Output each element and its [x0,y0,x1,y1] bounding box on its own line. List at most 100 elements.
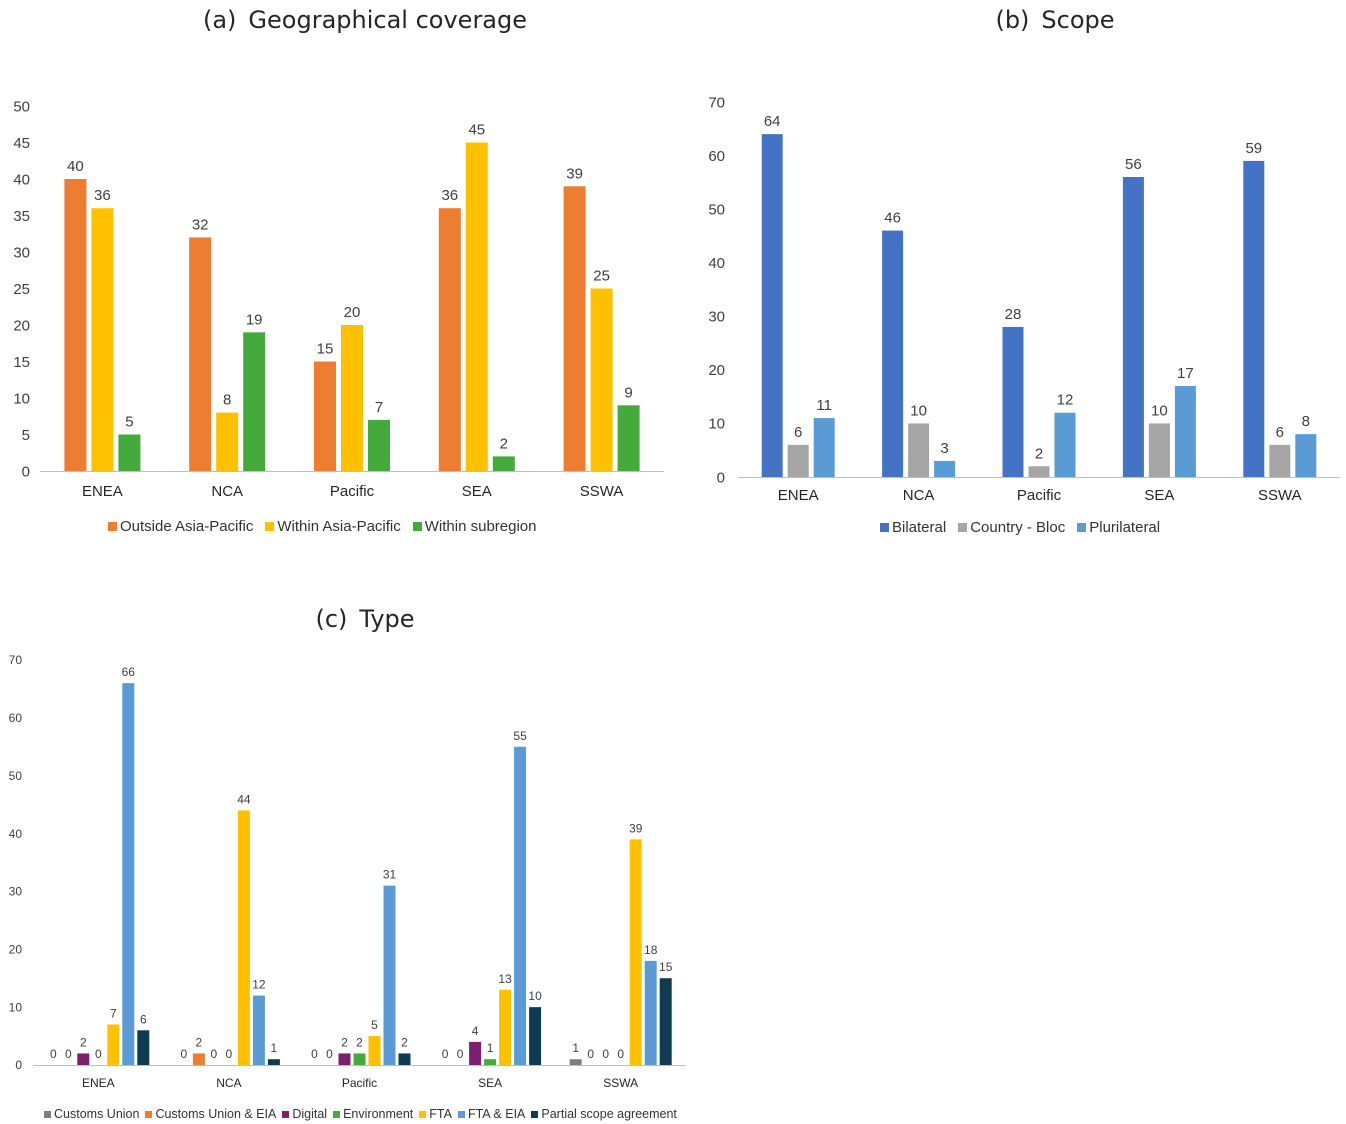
data-label: 2 [1035,445,1043,462]
data-label: 0 [311,1047,318,1061]
data-label: 8 [1302,413,1310,430]
y-tick-label: 0 [15,1058,22,1072]
y-tick-label: 60 [708,148,725,165]
data-label: 0 [602,1047,609,1061]
data-label: 36 [441,187,458,204]
x-tick-label: SSWA [580,483,624,500]
legend-swatch [108,522,117,531]
legend-label: Within Asia-Pacific [277,518,401,535]
data-label: 8 [223,392,231,409]
bar [492,456,515,471]
legend-item: Plurilateral [1077,519,1160,536]
bar [882,230,904,477]
data-label: 15 [659,960,673,974]
legend-swatch [44,1110,51,1118]
data-label: 2 [341,1035,348,1049]
bar [77,1053,90,1065]
data-label: 6 [140,1012,147,1026]
data-label: 18 [644,943,658,957]
panel-a-title-text: Geographical coverage [248,6,528,34]
y-tick-label: 40 [13,171,30,188]
data-label: 12 [252,978,266,992]
x-tick-label: NCA [903,487,935,504]
data-label: 66 [122,665,136,679]
legend-label: Country - Bloc [970,519,1066,536]
bar [569,1059,582,1065]
y-tick-label: 30 [13,244,30,261]
bar [118,434,141,471]
data-label: 0 [226,1047,233,1061]
y-tick-label: 70 [9,653,23,667]
y-tick-label: 20 [13,317,30,334]
legend-label: Environment [343,1107,414,1121]
bar [243,332,266,471]
y-tick-label: 25 [13,281,30,298]
panel-a-title: (a) Geographical coverage [203,6,527,34]
data-label: 44 [237,792,251,806]
y-tick-label: 35 [13,208,30,225]
bar [267,1059,280,1065]
y-tick-label: 10 [708,416,725,433]
legend-item: Within Asia-Pacific [265,518,401,535]
legend-item: Country - Bloc [958,519,1065,536]
data-label: 1 [487,1041,494,1055]
legend-swatch [457,1110,465,1118]
data-label: 2 [401,1035,408,1049]
data-label: 2 [500,435,508,452]
bar [1269,444,1291,477]
panel-c-title-label: (c) [315,605,348,633]
legend-swatch [880,523,889,532]
legend-swatch [958,523,968,532]
panel-c-title: (c) Type [315,605,414,633]
legend-item: FTA & EIA [457,1107,525,1121]
y-tick-label: 10 [9,1000,23,1014]
data-label: 9 [624,384,632,401]
bar [1028,466,1050,477]
panel-a-title-label: (a) [202,6,237,34]
y-tick-label: 45 [13,135,30,152]
data-label: 2 [80,1035,87,1049]
y-tick-label: 20 [9,942,23,956]
data-label: 20 [344,304,361,321]
y-tick-label: 40 [9,827,23,841]
bar [398,1053,411,1065]
data-label: 0 [326,1047,333,1061]
legend-item: Customs Union [44,1107,139,1121]
data-label: 32 [192,216,209,233]
y-tick-label: 0 [717,469,725,486]
bar [252,995,265,1065]
data-label: 4 [472,1024,479,1038]
data-label: 56 [1125,156,1142,173]
data-label: 0 [587,1047,594,1061]
data-label: 2 [356,1035,363,1049]
bar [934,460,956,477]
bar [469,1041,482,1065]
x-tick-label: SSWA [603,1076,638,1090]
legend-label: Customs Union [54,1107,140,1121]
legend-label: Partial scope agreement [541,1107,677,1121]
panel-b-title-text: Scope [1041,6,1115,34]
data-label: 1 [271,1041,278,1055]
y-tick-label: 10 [13,390,30,407]
bar [465,142,488,471]
legend-label: Plurilateral [1089,519,1161,536]
bar [787,444,809,477]
legend-item: Customs Union & EIA [145,1107,276,1121]
x-tick-label: ENEA [778,487,819,504]
x-tick-label: Pacific [1017,487,1062,504]
x-tick-label: Pacific [342,1076,377,1090]
bar [438,208,461,471]
bar [341,325,363,471]
data-label: 0 [181,1047,188,1061]
data-label: 7 [110,1007,117,1021]
legend-swatch [419,1110,427,1118]
bar [353,1053,366,1065]
data-label: 64 [764,113,781,130]
bar [1295,434,1317,477]
data-label: 3 [940,440,948,457]
data-label: 0 [50,1047,57,1061]
data-label: 0 [457,1047,464,1061]
